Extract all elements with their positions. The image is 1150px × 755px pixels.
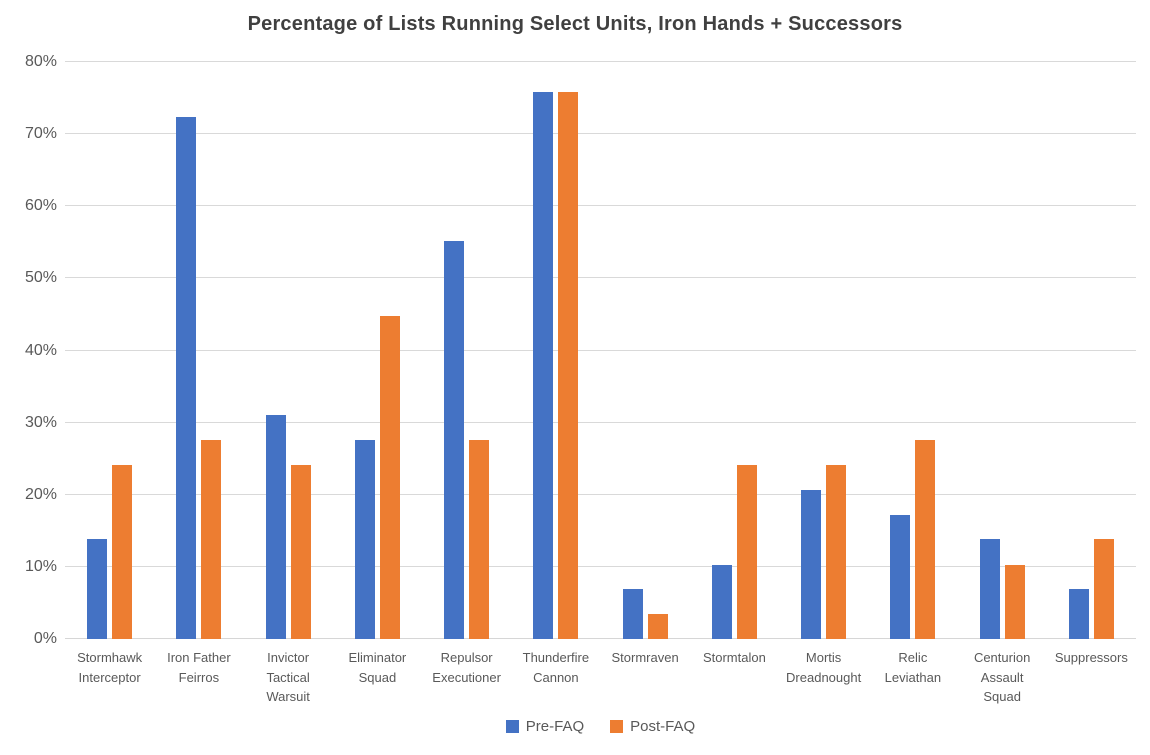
bar-pre-faq xyxy=(890,514,911,639)
gridline xyxy=(65,205,1136,207)
bar-pre-faq xyxy=(979,539,1000,639)
bar-pre-faq xyxy=(1068,589,1089,639)
gridline xyxy=(65,349,1136,351)
gridline xyxy=(65,565,1136,567)
bar-post-faq xyxy=(201,439,222,639)
legend-label: Post-FAQ xyxy=(630,718,696,735)
bar-post-faq xyxy=(1004,564,1025,639)
bar-group xyxy=(958,62,1047,639)
gridline xyxy=(65,133,1136,135)
bar-group xyxy=(65,62,154,639)
y-tick-label: 50% xyxy=(24,269,57,287)
legend-swatch xyxy=(610,720,624,733)
x-tick-label: Repulsor Executioner xyxy=(432,650,501,685)
bar-post-faq xyxy=(558,91,579,639)
chart-title: Percentage of Lists Running Select Units… xyxy=(247,13,903,35)
bar-pre-faq xyxy=(533,91,554,639)
x-axis-labels: Stormhawk Interceptor Iron Father Feirros… xyxy=(65,648,1136,707)
bar-pre-faq xyxy=(354,439,375,639)
legend-swatch xyxy=(505,720,519,733)
x-tick-label: Invictor Tactical Warsuit xyxy=(266,650,310,704)
x-tick-label: Stormhawk Interceptor xyxy=(77,650,143,685)
bar-post-faq xyxy=(915,439,936,639)
y-tick-label: 0% xyxy=(33,630,57,647)
bar-group xyxy=(511,62,600,639)
y-tick-label: 60% xyxy=(24,197,57,215)
bar-post-faq xyxy=(379,315,400,639)
gridline xyxy=(65,421,1136,423)
bar-group xyxy=(333,62,422,639)
y-tick-label: 40% xyxy=(24,341,57,359)
bar-group xyxy=(154,62,243,639)
bar-group xyxy=(601,62,690,639)
y-axis: 0% 10% 20% 30% 40% 50% 60% 70% 80% xyxy=(0,54,57,647)
x-tick-label: Suppressors xyxy=(1054,650,1128,665)
legend-label: Pre-FAQ xyxy=(525,718,585,735)
bar-pre-faq xyxy=(87,539,108,639)
bar-post-faq xyxy=(826,465,847,639)
gridline xyxy=(65,493,1136,495)
bar-group xyxy=(422,62,511,639)
gridline xyxy=(65,61,1136,62)
x-tick-label: Iron Father Feirros xyxy=(167,650,231,685)
gridline xyxy=(65,277,1136,279)
bar-pre-faq xyxy=(176,116,197,639)
y-tick-label: 20% xyxy=(24,485,57,503)
bar-pre-faq xyxy=(444,240,465,639)
bar-groups xyxy=(65,62,1136,639)
bar-group xyxy=(1047,62,1136,639)
x-tick-label: Mortis Dreadnought xyxy=(786,650,862,685)
y-tick-label: 10% xyxy=(24,557,57,575)
legend: Pre-FAQ Post-FAQ xyxy=(65,719,1136,734)
bar-group xyxy=(779,62,868,639)
x-tick-label: Centurion Assault Squad xyxy=(973,650,1031,704)
x-tick-label: Stormraven xyxy=(611,650,679,665)
bar-pre-faq xyxy=(711,564,732,639)
bar-post-faq xyxy=(112,465,133,639)
x-tick-label: Eliminator Squad xyxy=(348,650,407,685)
bar-group xyxy=(868,62,957,639)
bar-pre-faq xyxy=(622,589,643,639)
bar-post-faq xyxy=(647,614,668,639)
x-tick-label: Thunderfire Cannon xyxy=(522,650,590,685)
bar-post-faq xyxy=(736,465,757,639)
x-tick-label: Relic Leviathan xyxy=(884,650,942,685)
y-tick-label: 70% xyxy=(24,125,57,143)
bar-group xyxy=(690,62,779,639)
x-tick-label: Stormtalon xyxy=(702,650,766,665)
gridline xyxy=(65,638,1136,639)
y-tick-label: 80% xyxy=(24,53,57,70)
y-tick-label: 30% xyxy=(24,413,57,431)
legend-item-post-faq: Post-FAQ xyxy=(610,719,695,734)
plot-area xyxy=(65,61,1136,639)
bar-group xyxy=(244,62,333,639)
bar-pre-faq xyxy=(801,489,822,639)
bar-post-faq xyxy=(1093,539,1114,639)
bar-pre-faq xyxy=(265,415,286,639)
legend-item-pre-faq: Pre-FAQ xyxy=(505,718,585,735)
bar-post-faq xyxy=(469,439,490,639)
bar-post-faq xyxy=(290,465,311,639)
